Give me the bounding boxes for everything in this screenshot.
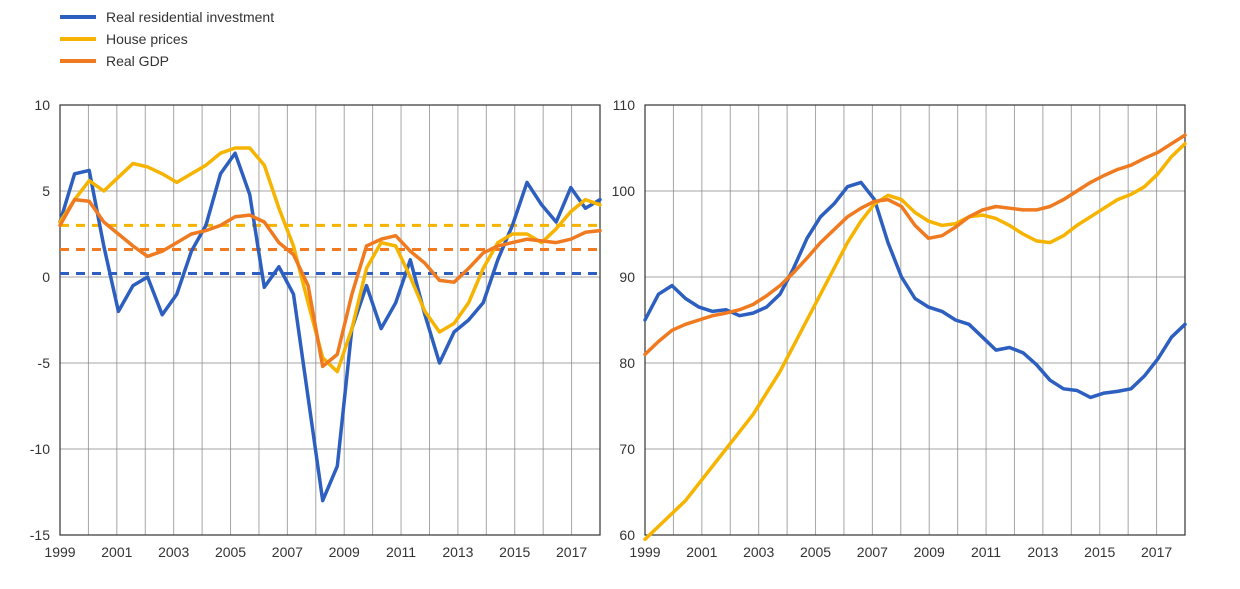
svg-text:80: 80 xyxy=(619,355,635,371)
svg-text:2011: 2011 xyxy=(971,544,1001,560)
svg-text:2005: 2005 xyxy=(800,544,831,560)
svg-text:1999: 1999 xyxy=(629,544,660,560)
svg-text:2007: 2007 xyxy=(857,544,888,560)
svg-text:110: 110 xyxy=(613,97,636,113)
svg-text:60: 60 xyxy=(619,527,635,543)
svg-text:2003: 2003 xyxy=(743,544,774,560)
svg-text:2009: 2009 xyxy=(914,544,945,560)
svg-text:70: 70 xyxy=(619,441,635,457)
svg-text:100: 100 xyxy=(612,183,636,199)
svg-text:2013: 2013 xyxy=(1027,544,1058,560)
svg-text:2001: 2001 xyxy=(686,544,717,560)
svg-text:2017: 2017 xyxy=(1141,544,1172,560)
right-chart: 60 70 80 90 100 110 1999 2001 2003 2005 2007 2009 20… xyxy=(0,0,1240,589)
svg-text:2015: 2015 xyxy=(1084,544,1115,560)
svg-text:90: 90 xyxy=(619,269,635,285)
